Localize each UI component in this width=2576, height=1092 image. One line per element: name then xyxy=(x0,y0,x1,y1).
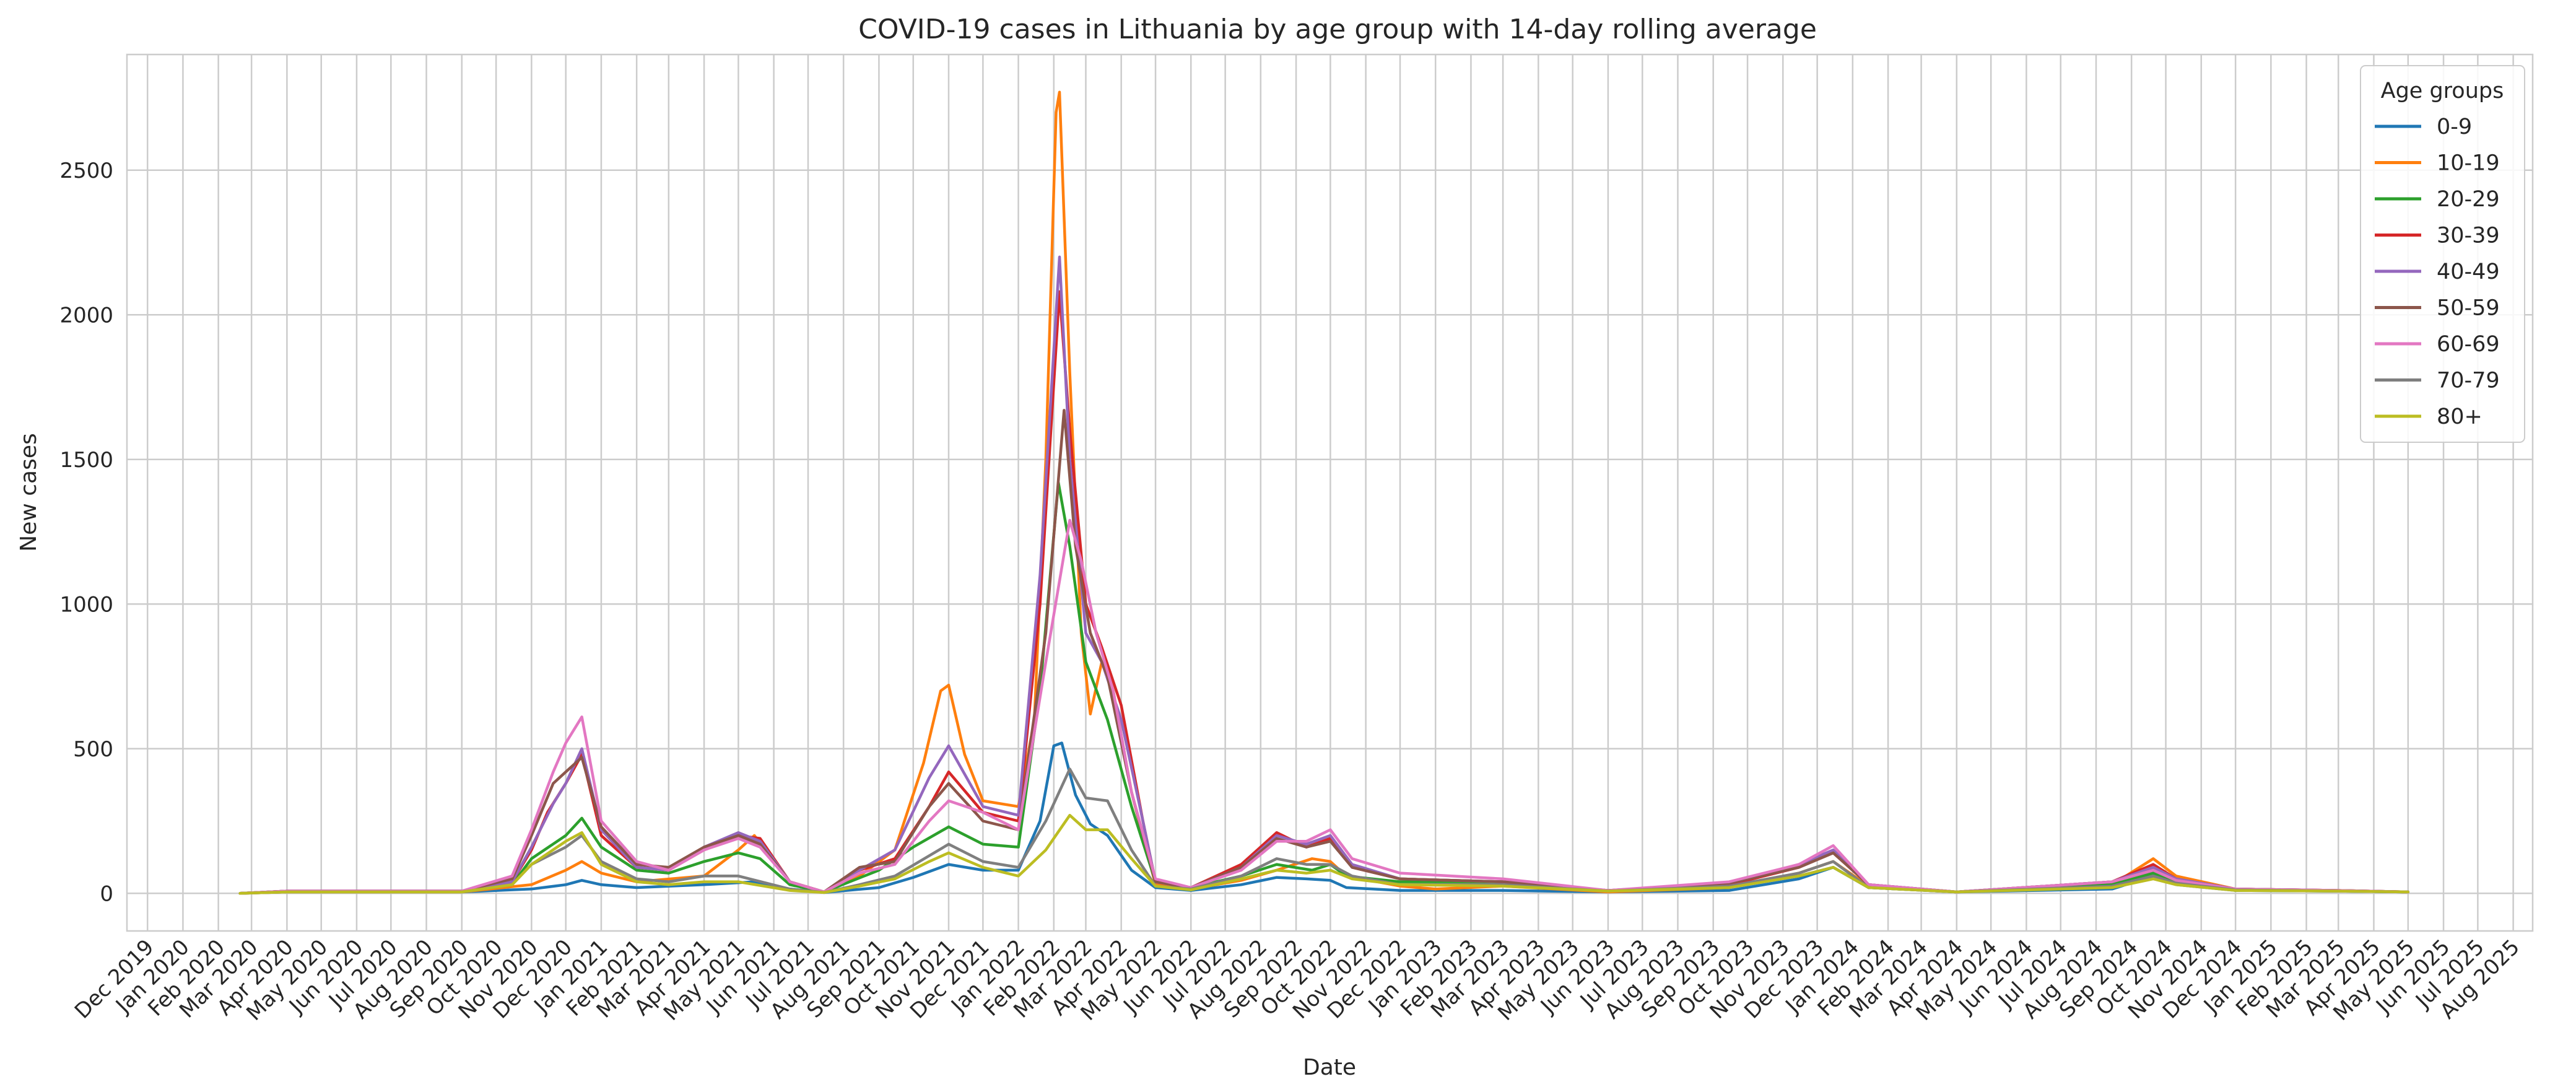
legend-box xyxy=(2360,65,2525,443)
series-line-80+ xyxy=(238,813,2410,895)
y-tick-label: 0 xyxy=(100,881,113,906)
legend-label: 20-29 xyxy=(2437,187,2500,212)
legend-label: 10-19 xyxy=(2437,151,2500,176)
chart-title: COVID-19 cases in Lithuania by age group… xyxy=(858,14,1817,45)
legend-label: 0-9 xyxy=(2437,115,2472,139)
legend-label: 40-49 xyxy=(2437,260,2500,284)
y-tick-label: 500 xyxy=(73,737,113,762)
series-line-50-59 xyxy=(238,409,2410,895)
x-axis-label: Date xyxy=(1303,1055,1356,1080)
series-line-70-79 xyxy=(238,767,2410,895)
grid xyxy=(127,55,2533,931)
legend-entries: 0-9 10-19 20-29 30-39 40-49 50-59 60-69 70-79 80… xyxy=(2375,115,2500,429)
legend: Age groups 0-9 10-19 20-29 30-39 40-49 50-59 6… xyxy=(2360,65,2525,443)
legend-label: 50-59 xyxy=(2437,296,2500,321)
legend-label: 60-69 xyxy=(2437,332,2500,357)
series-line-60-69 xyxy=(238,518,2410,895)
legend-title: Age groups xyxy=(2381,79,2504,103)
y-tick-label: 2500 xyxy=(59,159,113,183)
y-axis-ticks: 0 500 1000 1500 2000 2500 xyxy=(59,159,113,906)
y-tick-label: 1000 xyxy=(59,592,113,617)
legend-label: 80+ xyxy=(2437,404,2482,429)
legend-label: 30-39 xyxy=(2437,224,2500,248)
legend-label: 70-79 xyxy=(2437,369,2500,393)
y-tick-label: 1500 xyxy=(59,448,113,473)
y-tick-label: 2000 xyxy=(59,303,113,328)
series-lines xyxy=(238,90,2410,895)
plot-area xyxy=(126,53,2534,932)
y-axis-label: New cases xyxy=(16,433,41,551)
